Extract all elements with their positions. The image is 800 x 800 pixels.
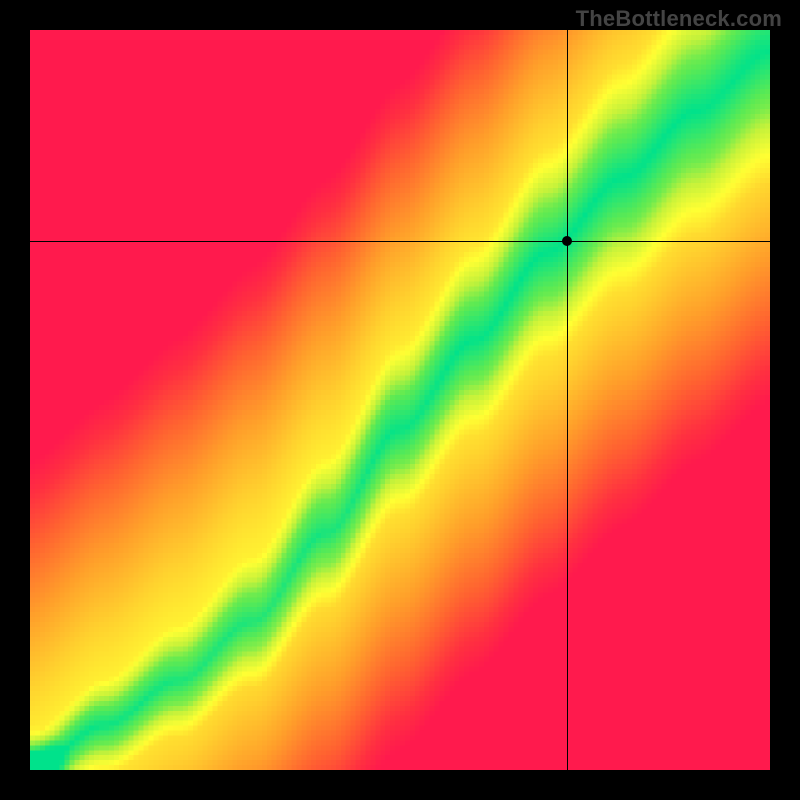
intersection-marker (562, 236, 572, 246)
crosshair-vertical (567, 30, 568, 770)
heatmap-canvas (30, 30, 770, 770)
heatmap-plot (30, 30, 770, 770)
crosshair-horizontal (30, 241, 770, 242)
watermark-text: TheBottleneck.com (576, 6, 782, 32)
